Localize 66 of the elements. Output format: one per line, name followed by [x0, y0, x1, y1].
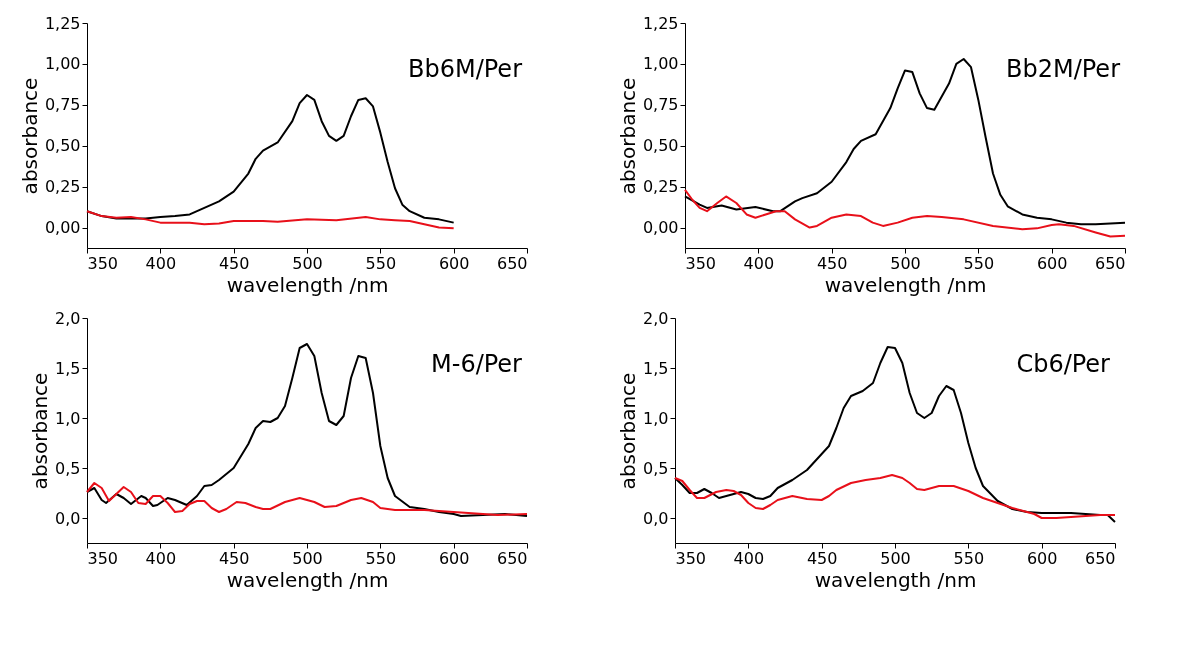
x-tick-label: 450: [218, 253, 250, 273]
x-tick-label: 500: [890, 253, 921, 273]
y-tick-label: 2,0: [643, 308, 669, 328]
y-tick-label: 0,75: [44, 95, 81, 115]
y-tick-label: 0,25: [642, 177, 679, 197]
y-tick-label: 0,0: [643, 508, 669, 528]
y-tick-label: 1,0: [55, 408, 81, 428]
x-axis-title: wavelength /nm: [814, 567, 977, 592]
x-tick-label: 450: [806, 548, 838, 568]
annotation: M-6/Per: [431, 350, 523, 378]
x-tick-label: 350: [675, 548, 707, 568]
x-tick-label: 500: [292, 253, 323, 273]
y-tick-label: 1,0: [643, 408, 669, 428]
line-series: [86, 210, 455, 230]
x-tick-label: 550: [953, 548, 985, 568]
y-axis-title: absorbance: [616, 372, 641, 490]
x-tick-label: 450: [218, 548, 250, 568]
x-tick-label: 650: [1084, 548, 1116, 568]
y-tick-label: 1,25: [44, 13, 81, 33]
y-tick-label: 1,00: [44, 54, 81, 74]
y-tick-label: 0,00: [642, 218, 679, 238]
y-axis-title: absorbance: [28, 372, 53, 490]
y-tick-label: 0,5: [55, 458, 81, 478]
y-tick-label: 0,0: [55, 508, 81, 528]
x-tick-label: 500: [292, 548, 323, 568]
y-tick-label: 0,5: [643, 458, 669, 478]
y-tick-label: 0,75: [642, 95, 679, 115]
x-tick-label: 600: [438, 253, 470, 273]
x-tick-label: 600: [1036, 253, 1068, 273]
y-tick-label: 1,25: [642, 13, 679, 33]
x-tick-label: 550: [963, 253, 995, 273]
x-tick-label: 600: [1026, 548, 1058, 568]
annotation: Bb6M/Per: [407, 55, 523, 83]
y-tick-label: 1,00: [642, 54, 679, 74]
y-tick-label: 1,5: [55, 358, 81, 378]
x-tick-label: 650: [496, 548, 528, 568]
y-tick-label: 0,25: [44, 177, 81, 197]
line-series: [86, 482, 528, 516]
y-tick-label: 2,0: [55, 308, 81, 328]
x-tick-label: 400: [743, 253, 775, 273]
x-tick-label: 350: [685, 253, 717, 273]
y-tick-label: 0,50: [642, 136, 679, 156]
y-axis-title: absorbance: [615, 77, 640, 195]
x-tick-label: 400: [145, 253, 177, 273]
x-tick-label: 550: [365, 548, 397, 568]
line-series: [674, 474, 1116, 519]
x-tick-label: 550: [365, 253, 397, 273]
line-series: [684, 188, 1126, 238]
x-tick-label: 350: [87, 548, 119, 568]
annotation: Bb2M/Per: [1005, 55, 1121, 83]
x-tick-label: 400: [145, 548, 177, 568]
x-tick-label: 350: [87, 253, 119, 273]
annotation: Cb6/Per: [1016, 350, 1111, 378]
x-tick-label: 500: [880, 548, 911, 568]
x-axis-title: wavelength /nm: [226, 567, 389, 592]
y-tick-label: 0,00: [44, 218, 81, 238]
y-axis-title: absorbance: [17, 77, 42, 195]
y-tick-label: 1,5: [643, 358, 669, 378]
x-tick-label: 650: [1094, 253, 1126, 273]
x-axis-title: wavelength /nm: [824, 272, 987, 297]
x-tick-label: 600: [438, 548, 470, 568]
x-tick-label: 400: [733, 548, 765, 568]
x-axis-title: wavelength /nm: [226, 272, 389, 297]
x-tick-label: 650: [496, 253, 528, 273]
y-tick-label: 0,50: [44, 136, 81, 156]
x-tick-label: 450: [816, 253, 848, 273]
